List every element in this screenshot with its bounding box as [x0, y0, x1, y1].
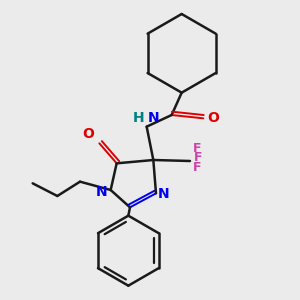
Text: N: N	[147, 111, 159, 125]
Text: O: O	[207, 111, 219, 125]
Text: F: F	[194, 151, 202, 164]
Text: F: F	[193, 161, 201, 174]
Text: O: O	[82, 127, 94, 141]
Text: N: N	[96, 185, 107, 199]
Text: N: N	[158, 187, 169, 201]
Text: H: H	[132, 111, 144, 125]
Text: F: F	[193, 142, 201, 155]
